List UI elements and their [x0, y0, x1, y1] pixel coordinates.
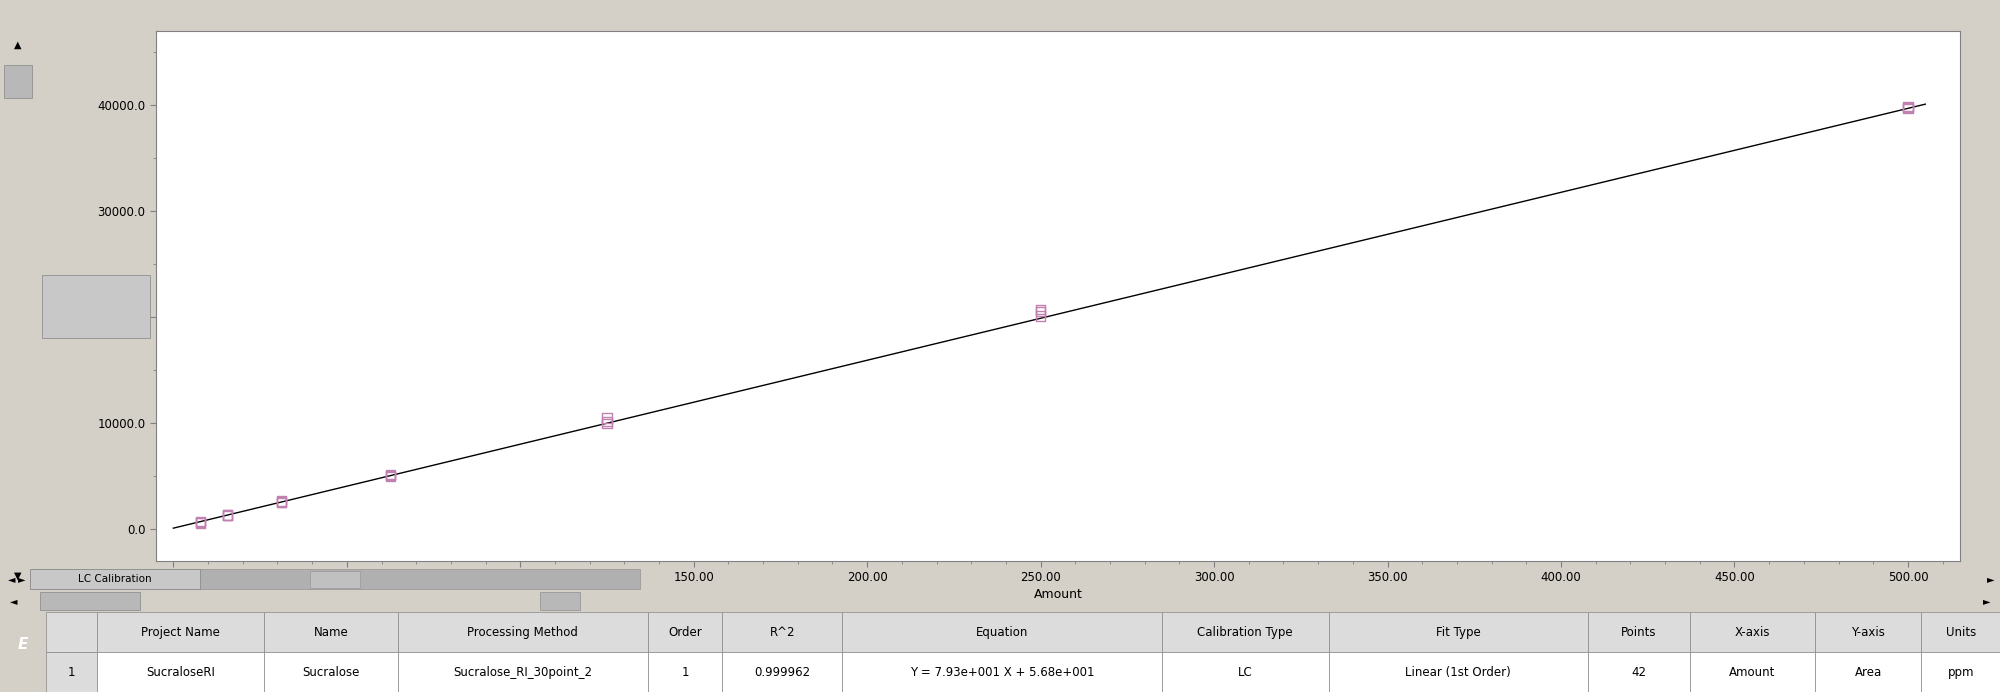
Point [592, 418, 624, 429]
Text: ►: ► [1986, 574, 1994, 584]
Point [1892, 102, 1924, 113]
Point [374, 471, 406, 482]
Point [184, 518, 216, 529]
Point [212, 509, 244, 520]
Point [184, 517, 216, 528]
Point [1892, 103, 1924, 114]
FancyBboxPatch shape [200, 570, 640, 589]
Point [592, 417, 624, 428]
Point [1024, 304, 1056, 315]
Point [266, 497, 298, 508]
Text: ►: ► [18, 574, 26, 584]
FancyBboxPatch shape [42, 275, 150, 338]
Text: ◄: ◄ [8, 574, 16, 584]
Bar [4, 64, 32, 98]
Point [266, 495, 298, 507]
Bar [540, 592, 580, 610]
Text: ▲: ▲ [14, 39, 22, 50]
Point [1024, 311, 1056, 322]
Point [374, 469, 406, 480]
Point [1892, 101, 1924, 112]
Bar [40, 592, 140, 610]
Text: E: E [18, 637, 28, 652]
Point [592, 412, 624, 424]
FancyBboxPatch shape [30, 570, 200, 589]
Text: ►: ► [1982, 596, 1990, 606]
Point [266, 496, 298, 507]
Text: LC Calibration: LC Calibration [78, 574, 152, 584]
X-axis label: Amount: Amount [1034, 588, 1082, 601]
Point [212, 510, 244, 521]
Bar [310, 571, 360, 588]
Point [184, 516, 216, 527]
Point [1024, 306, 1056, 317]
Point [212, 509, 244, 520]
Text: ▼: ▼ [14, 571, 22, 581]
Point [374, 471, 406, 482]
Text: ◄: ◄ [10, 596, 18, 606]
Y-axis label: Area: Area [80, 282, 94, 310]
